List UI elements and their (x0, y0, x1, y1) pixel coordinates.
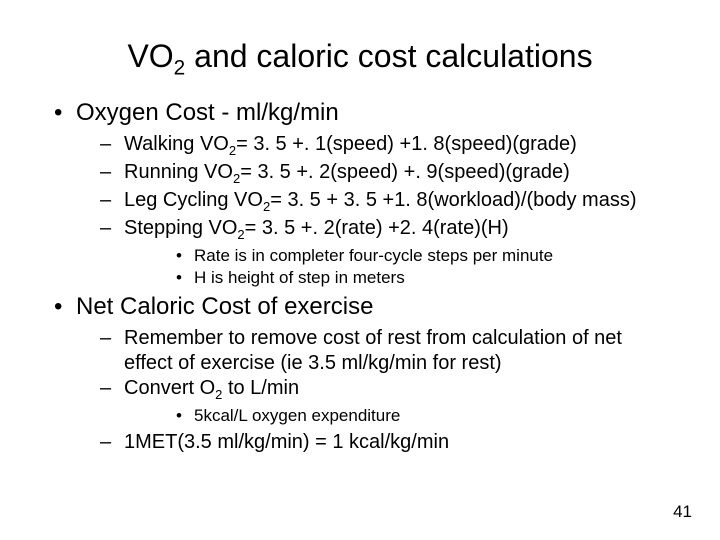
title-pre: VO (127, 38, 173, 74)
legcycling-pre: Leg Cycling VO (124, 189, 263, 211)
section2-heading: Net Caloric Cost of exercise (76, 293, 373, 320)
stepping-pre: Stepping VO (124, 217, 237, 239)
convert-pre: Convert O (124, 377, 215, 399)
formula-legcycling: Leg Cycling VO2= 3. 5 + 3. 5 +1. 8(workl… (76, 188, 670, 215)
section1-heading: Oxygen Cost - ml/kg/min (76, 99, 339, 126)
legcycling-post: = 3. 5 + 3. 5 +1. 8(workload)/(body mass… (270, 189, 636, 211)
formula-walking: Walking VO2= 3. 5 +. 1(speed) +1. 8(spee… (76, 132, 670, 159)
running-post: = 3. 5 +. 2(speed) +. 9(speed)(grade) (240, 161, 570, 183)
page-number: 41 (673, 502, 692, 522)
running-pre: Running VO (124, 161, 233, 183)
title-sub: 2 (174, 56, 186, 79)
slide: VO2 and caloric cost calculations Oxygen… (0, 0, 720, 540)
formula-stepping: Stepping VO2= 3. 5 +. 2(rate) +2. 4(rate… (76, 216, 670, 288)
caloric-items: Remember to remove cost of rest from cal… (76, 326, 670, 454)
section-oxygen-cost: Oxygen Cost - ml/kg/min Walking VO2= 3. … (50, 98, 670, 288)
formula-running: Running VO2= 3. 5 +. 2(speed) +. 9(speed… (76, 160, 670, 187)
item-met: 1MET(3.5 ml/kg/min) = 1 kcal/kg/min (76, 430, 670, 454)
convert-post: to L/min (222, 377, 299, 399)
oxygen-formulas: Walking VO2= 3. 5 +. 1(speed) +1. 8(spee… (76, 132, 670, 288)
walking-sub: 2 (229, 143, 236, 158)
stepping-notes: Rate is in completer four-cycle steps pe… (124, 246, 670, 288)
note-5kcal: 5kcal/L oxygen expenditure (124, 406, 670, 427)
item-convert: Convert O2 to L/min 5kcal/L oxygen expen… (76, 376, 670, 427)
slide-title: VO2 and caloric cost calculations (50, 38, 670, 80)
stepping-post: = 3. 5 +. 2(rate) +2. 4(rate)(H) (245, 217, 509, 239)
note-rate: Rate is in completer four-cycle steps pe… (124, 246, 670, 267)
walking-pre: Walking VO (124, 133, 229, 155)
section-net-caloric: Net Caloric Cost of exercise Remember to… (50, 292, 670, 454)
title-post: and caloric cost calculations (185, 38, 592, 74)
convert-notes: 5kcal/L oxygen expenditure (124, 406, 670, 427)
item-remove-rest: Remember to remove cost of rest from cal… (76, 326, 670, 375)
stepping-sub: 2 (237, 227, 244, 242)
content-list: Oxygen Cost - ml/kg/min Walking VO2= 3. … (50, 98, 670, 454)
note-height: H is height of step in meters (124, 268, 670, 289)
walking-post: = 3. 5 +. 1(speed) +1. 8(speed)(grade) (236, 133, 577, 155)
